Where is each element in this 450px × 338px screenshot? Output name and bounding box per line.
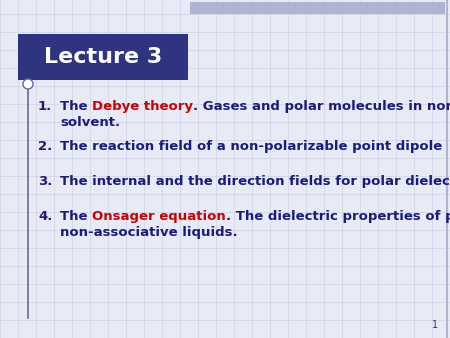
Text: The internal and the direction fields for polar dielectrics.: The internal and the direction fields fo… xyxy=(60,175,450,188)
Text: The: The xyxy=(60,210,92,223)
Text: . Gases and polar molecules in non-polar: . Gases and polar molecules in non-polar xyxy=(193,100,450,113)
Text: 3.: 3. xyxy=(38,175,52,188)
Text: 1: 1 xyxy=(432,320,438,330)
Text: Debye theory: Debye theory xyxy=(92,100,193,113)
Text: The reaction field of a non-polarizable point dipole: The reaction field of a non-polarizable … xyxy=(60,140,442,153)
Bar xyxy=(18,34,188,80)
Text: solvent.: solvent. xyxy=(60,116,120,129)
Circle shape xyxy=(23,79,33,89)
Text: . The dielectric properties of polar: . The dielectric properties of polar xyxy=(226,210,450,223)
Text: The: The xyxy=(60,100,92,113)
Text: Lecture 3: Lecture 3 xyxy=(44,47,162,67)
Text: 4.: 4. xyxy=(38,210,52,223)
Text: 2.: 2. xyxy=(38,140,52,153)
Text: non-associative liquids.: non-associative liquids. xyxy=(60,226,238,239)
Bar xyxy=(190,2,445,14)
Text: 1.: 1. xyxy=(38,100,52,113)
Text: Onsager equation: Onsager equation xyxy=(92,210,226,223)
